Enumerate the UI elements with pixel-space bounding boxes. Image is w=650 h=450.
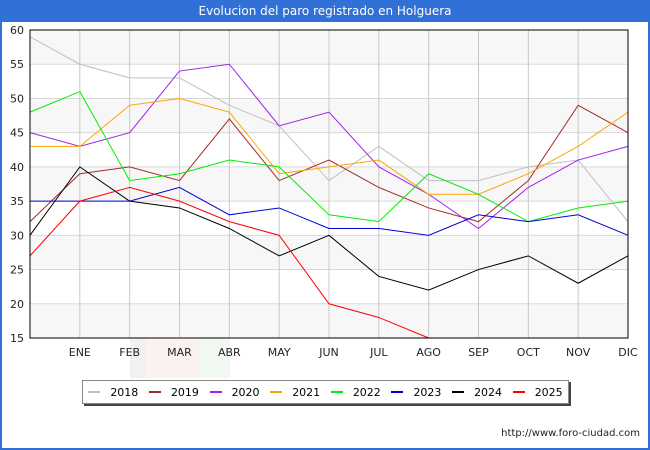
legend-swatch [512,391,525,393]
y-tick-label: 45 [10,127,24,140]
legend-item-2020: 2020 [209,385,260,399]
y-tick-label: 50 [10,92,24,105]
x-tick-label: MAY [268,346,291,359]
x-tick-label: ENE [69,346,91,359]
legend-item-2022: 2022 [330,385,381,399]
x-tick-label: JUL [369,346,388,359]
y-tick-label: 30 [10,229,24,242]
legend-label: 2020 [231,385,260,399]
x-tick-label: SEP [468,346,489,359]
legend-item-2021: 2021 [270,386,320,399]
legend: 2018 2019 2020 2021 2022 2023 2024 2025 [82,380,569,404]
legend-label: 2024 [474,385,503,399]
chart-title: Evolucion del paro registrado en Holguer… [198,4,452,18]
y-tick-label: 15 [10,332,24,345]
plot-border [29,29,629,339]
legend-swatch [391,391,404,393]
x-tick-label: JUN [318,346,339,359]
y-tick-label: 25 [10,264,24,277]
x-tick-label: MAR [167,346,192,359]
legend-swatch [148,391,161,393]
x-tick-label: ABR [218,346,241,359]
legend-item-2023: 2023 [391,386,441,399]
source-link[interactable]: http://www.foro-ciudad.com [501,428,640,439]
legend-swatch [88,391,101,393]
x-tick-label: OCT [517,346,540,359]
series-lines [29,36,629,339]
legend-label: 2023 [413,385,442,399]
legend-swatch [270,391,283,393]
legend-label: 2019 [170,385,199,399]
x-tick-label: AGO [416,346,441,359]
x-tick-label: FEB [119,346,140,359]
x-tick-label: DIC [618,346,638,359]
y-tick-label: 60 [10,24,24,37]
legend-item-2024: 2024 [452,386,502,399]
y-tick-label: 55 [10,58,24,71]
legend-label: 2025 [534,385,563,399]
watermark-flag [130,338,230,378]
legend-label: 2022 [352,385,381,399]
y-axis-ticks: 15 20 25 30 35 40 45 50 55 60 [10,24,24,345]
legend-swatch [452,391,465,393]
legend-item-2025: 2025 [512,385,563,399]
legend-item-2019: 2019 [148,385,199,399]
legend-label: 2021 [292,385,321,399]
legend-swatch [330,391,343,393]
legend-swatch [209,391,222,393]
y-tick-label: 20 [10,298,24,311]
x-axis-ticks: ENE FEB MAR ABR MAY JUN JUL AGO SEP OCT NOV DIC [69,346,638,359]
legend-item-2018: 2018 [88,386,138,399]
legend-label: 2018 [110,385,139,399]
y-tick-label: 35 [10,195,24,208]
y-tick-label: 40 [10,161,24,174]
x-tick-label: NOV [566,346,591,359]
